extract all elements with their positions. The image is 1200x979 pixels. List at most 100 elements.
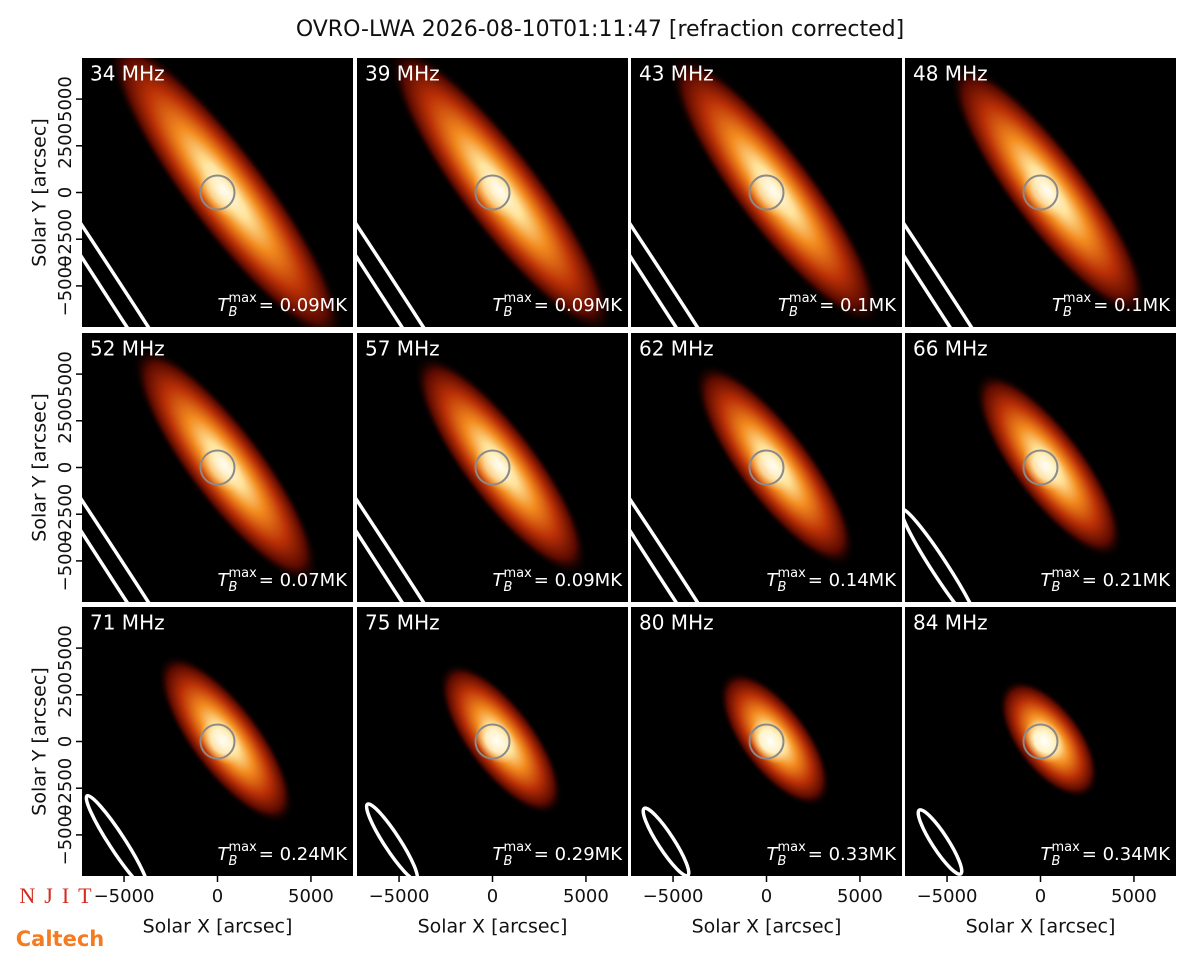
- chart-title: OVRO-LWA 2026-08-10T01:11:47 [refraction…: [296, 17, 904, 42]
- y-tick-label: 5000: [55, 625, 76, 671]
- y-tick-label: 2500: [55, 672, 76, 718]
- tmax-sup: max: [228, 291, 257, 306]
- tmax-label: TBmax = 0.24MK: [218, 840, 349, 869]
- frequency-label: 39 MHz: [365, 62, 440, 86]
- tmax-value: = 0.29MK: [534, 844, 623, 865]
- y-tick-label: −5000: [55, 255, 76, 316]
- emission-core: [1022, 443, 1066, 491]
- frequency-label: 71 MHz: [90, 611, 165, 635]
- y-tick-label: 2500: [55, 123, 76, 169]
- tmax-sup: max: [228, 840, 257, 855]
- tmax-sub: B: [504, 305, 513, 320]
- beam: [364, 802, 420, 876]
- y-axis-label: Solar Y [arcsec]: [29, 118, 51, 266]
- tmax-label: TBmax = 0.1MK: [778, 291, 897, 320]
- tmax-sub: B: [789, 305, 798, 320]
- x-axis-label: Solar X [arcsec]: [143, 916, 293, 938]
- tmax-sup: max: [777, 566, 806, 581]
- tmax-sup: max: [503, 566, 532, 581]
- tmax-label: TBmax = 0.09MK: [493, 566, 624, 595]
- beam: [84, 793, 150, 876]
- tmax-value: = 0.24MK: [259, 844, 348, 865]
- panel: [631, 58, 902, 327]
- panel: [82, 607, 353, 876]
- tmax-sup: max: [228, 566, 257, 581]
- frequency-label: 57 MHz: [365, 337, 440, 361]
- beam: [905, 507, 981, 602]
- tmax-sub: B: [778, 580, 787, 595]
- frequency-label: 62 MHz: [639, 337, 714, 361]
- tmax-symbol: T: [218, 570, 231, 591]
- tmax-label: TBmax = 0.07MK: [218, 566, 349, 595]
- beam: [641, 806, 691, 876]
- tmax-sub: B: [1052, 580, 1061, 595]
- y-axis-label: Solar Y [arcsec]: [29, 667, 51, 815]
- tmax-symbol: T: [1041, 570, 1054, 591]
- tmax-label: TBmax = 0.09MK: [218, 291, 349, 320]
- x-tick-label: −5000: [369, 886, 430, 907]
- tmax-symbol: T: [778, 295, 791, 316]
- beam: [905, 58, 1122, 327]
- frequency-label: 34 MHz: [90, 62, 165, 86]
- x-tick-label: −5000: [917, 886, 978, 907]
- y-tick-label: −5000: [55, 530, 76, 591]
- beam: [631, 374, 804, 602]
- y-axis-label: Solar Y [arcsec]: [29, 393, 51, 541]
- solar-disk: [199, 449, 236, 486]
- x-tick-label: 0: [487, 886, 498, 907]
- frequency-label: 48 MHz: [913, 62, 988, 86]
- tmax-symbol: T: [1041, 844, 1054, 865]
- tmax-symbol: T: [767, 570, 780, 591]
- frequency-label: 80 MHz: [639, 611, 714, 635]
- tmax-sub: B: [504, 854, 513, 869]
- solar-disk: [1022, 449, 1059, 486]
- tmax-value: = 0.14MK: [808, 570, 897, 591]
- x-tick-label: 5000: [837, 886, 883, 907]
- tmax-symbol: T: [493, 570, 506, 591]
- tmax-sup: max: [503, 291, 532, 306]
- x-tick-label: 5000: [563, 886, 609, 907]
- panel: [905, 58, 1176, 327]
- panel: [905, 607, 1176, 876]
- y-tick-label: −2500: [55, 209, 76, 270]
- emission-core: [747, 166, 793, 218]
- tmax-sub: B: [1052, 854, 1061, 869]
- tmax-sub: B: [229, 580, 238, 595]
- solar-disk: [1022, 723, 1059, 760]
- emission-core: [473, 166, 519, 219]
- x-tick-label: 0: [212, 886, 223, 907]
- tmax-sub: B: [778, 854, 787, 869]
- x-tick-label: −5000: [643, 886, 704, 907]
- tmax-value: = 0.09MK: [534, 295, 623, 316]
- tmax-sup: max: [1051, 840, 1080, 855]
- x-axis-label: Solar X [arcsec]: [418, 916, 568, 938]
- beam: [82, 333, 299, 602]
- y-tick-label: 5000: [55, 76, 76, 122]
- solar-disk: [474, 723, 511, 760]
- emission-core: [198, 165, 245, 219]
- x-tick-label: 0: [761, 886, 772, 907]
- tmax-value: = 0.21MK: [1082, 570, 1171, 591]
- emission-core: [199, 442, 244, 493]
- beam: [357, 333, 574, 602]
- x-tick-label: 0: [1035, 886, 1046, 907]
- y-tick-label: −2500: [55, 484, 76, 545]
- emission-core: [748, 443, 792, 492]
- solar-disk: [199, 174, 236, 211]
- emission-core: [474, 442, 518, 492]
- solar-disk: [748, 449, 785, 486]
- x-tick-label: −5000: [94, 886, 155, 907]
- panel: [905, 333, 1176, 602]
- tmax-value: = 0.09MK: [259, 295, 348, 316]
- tmax-sub: B: [229, 854, 238, 869]
- tmax-symbol: T: [218, 295, 231, 316]
- tmax-symbol: T: [767, 844, 780, 865]
- y-tick-label: −5000: [55, 804, 76, 865]
- tmax-value: = 0.33MK: [808, 844, 897, 865]
- solar-disk: [748, 723, 785, 760]
- caltech-logo: Caltech: [16, 927, 104, 951]
- beam: [357, 58, 574, 327]
- frequency-label: 52 MHz: [90, 337, 165, 361]
